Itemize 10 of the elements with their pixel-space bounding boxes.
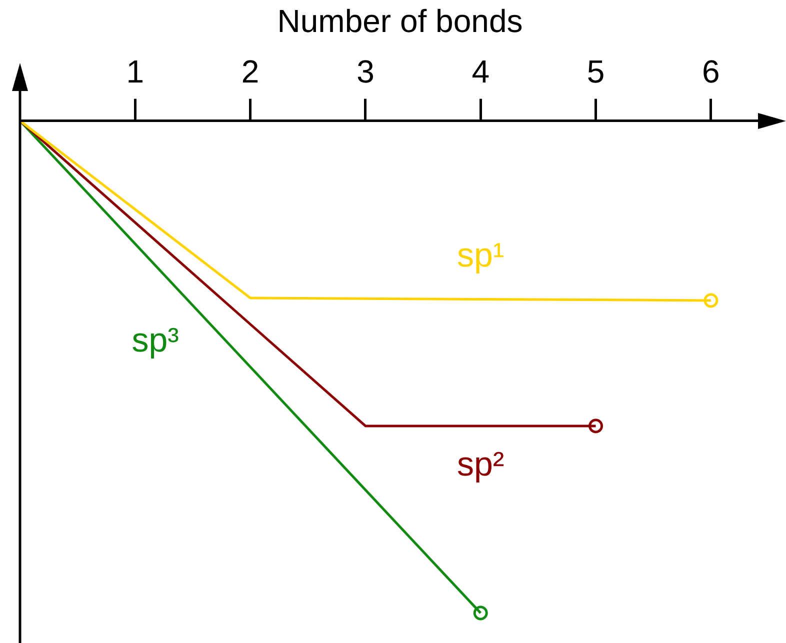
x-tick-label: 2 xyxy=(241,53,260,90)
x-tick-label: 6 xyxy=(702,53,720,90)
x-axis-title: Number of bonds xyxy=(277,3,523,40)
x-tick-label: 1 xyxy=(126,53,144,90)
x-tick-label: 5 xyxy=(586,53,605,90)
series-label: sp¹ xyxy=(456,236,504,275)
series-label: sp³ xyxy=(132,321,179,360)
x-tick-label: 4 xyxy=(472,53,490,90)
series-label: sp² xyxy=(456,445,504,484)
x-tick-label: 3 xyxy=(356,53,374,90)
